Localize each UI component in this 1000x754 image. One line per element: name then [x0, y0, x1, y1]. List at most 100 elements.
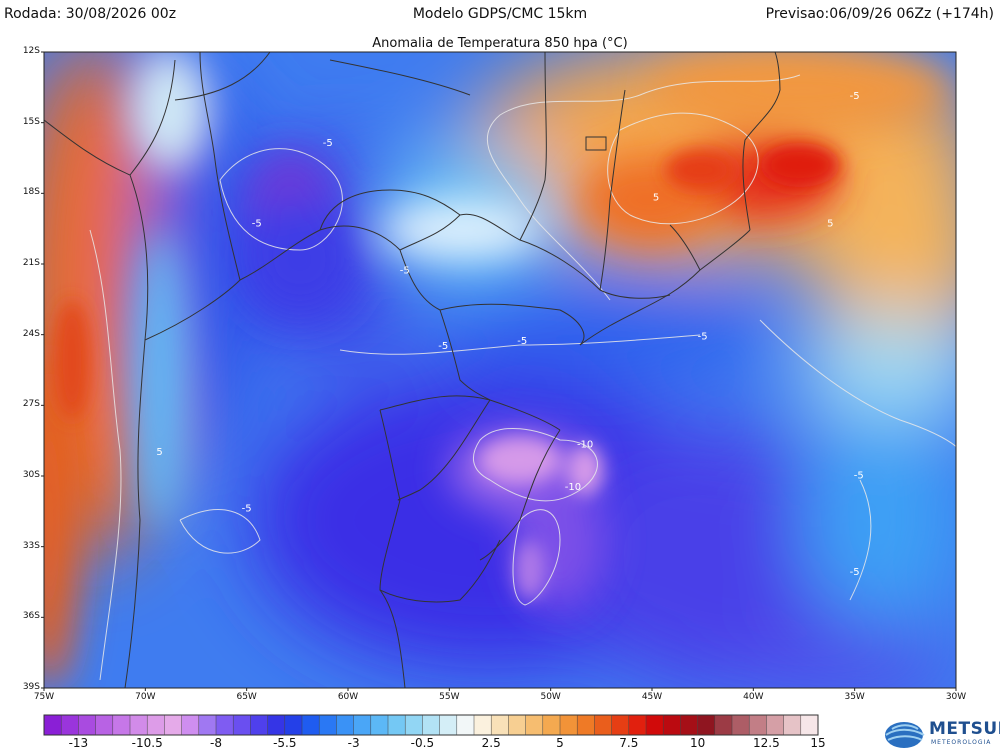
colorbar-swatch: [474, 715, 492, 735]
latitude-tick-label: 24S: [22, 328, 40, 339]
contour-value-label: -10: [577, 440, 593, 451]
contour-lines: [89, 74, 956, 681]
colorbar-tick-label: 12.5: [753, 736, 780, 750]
contour-value-label: -5: [252, 218, 262, 229]
colorbar-swatch: [646, 715, 664, 735]
latitude-tick-label: 39S: [22, 682, 40, 692]
longitude-tick-label: 55W: [439, 692, 460, 702]
colorbar-swatch: [95, 715, 114, 735]
contour-value-label: 5: [156, 447, 162, 458]
colorbar-swatch: [439, 715, 458, 735]
colorbar-swatch: [697, 715, 716, 735]
colorbar-tick-label: -0.5: [410, 736, 435, 750]
colorbar-swatch: [680, 715, 698, 735]
colorbar: [43, 714, 819, 736]
colorbar-swatch: [319, 715, 337, 735]
colorbar-swatch: [491, 715, 509, 735]
colorbar-swatch: [525, 715, 544, 735]
logo-subtitle: METEOROLOGIA: [931, 739, 992, 746]
colorbar-tick-label: -8: [210, 736, 222, 750]
colorbar-swatch: [336, 715, 354, 735]
colorbar-swatch: [422, 715, 440, 735]
colorbar-swatch: [560, 715, 578, 735]
colorbar-tick-label: 5: [556, 736, 564, 750]
colorbar-swatch: [112, 715, 131, 735]
contour-value-label: 5: [653, 192, 659, 203]
contour-value-label: -5: [438, 341, 448, 352]
metsul-logo: METSUL METEOROLOGIA: [882, 718, 1000, 750]
colorbar-swatch: [663, 715, 681, 735]
colorbar-swatch: [714, 715, 733, 735]
colorbar-swatch: [164, 715, 182, 735]
contour-value-label: 5: [827, 218, 833, 229]
latitude-tick-label: 33S: [22, 540, 40, 551]
colorbar-swatch: [542, 715, 561, 735]
longitude-tick-label: 70W: [135, 692, 156, 702]
globe-icon: [885, 722, 925, 748]
colorbar-swatch: [766, 715, 784, 735]
contour-value-label: -5: [517, 336, 527, 347]
colorbar-swatch: [388, 715, 406, 735]
contour-value-label: -10: [565, 482, 581, 493]
plot-frame: [43, 51, 957, 689]
longitude-tick-label: 65W: [236, 692, 257, 702]
colorbar-swatch: [800, 715, 819, 735]
colorbar-swatch: [267, 715, 286, 735]
political-borders: [44, 52, 781, 688]
latitude-tick-label: 30S: [22, 470, 40, 480]
colorbar-swatch: [783, 715, 802, 735]
longitude-tick-label: 50W: [540, 692, 561, 702]
colorbar-swatch: [405, 715, 423, 735]
latitude-tick-label: 36S: [22, 611, 40, 622]
latitude-tick-label: 12S: [22, 46, 40, 56]
colorbar-swatch: [61, 715, 79, 735]
colorbar-swatch: [749, 715, 767, 735]
longitude-tick-label: 45W: [641, 692, 663, 702]
colorbar-tick-label: 15: [810, 736, 826, 750]
latitude-tick-label: 27S: [22, 399, 40, 410]
colorbar-swatch: [594, 715, 612, 735]
contour-value-label: -5: [850, 567, 860, 578]
colorbar-swatch: [456, 715, 475, 735]
colorbar-frame: [43, 714, 819, 736]
colorbar-tick-label: -13: [68, 736, 89, 750]
model-name-label: Modelo GDPS/CMC 15km: [412, 6, 588, 22]
latitude-tick-label: 21S: [22, 258, 40, 268]
contour-value-label: -5: [698, 331, 708, 342]
contour-value-label: -5: [850, 91, 860, 102]
forecast-time-label: Previsao:06/09/26 06Zz (+174h): [765, 6, 994, 22]
temperature-anomaly-field: [44, 52, 956, 688]
colorbar-swatch: [370, 715, 389, 735]
colorbar-swatch: [508, 715, 526, 735]
latitude-tick-label: 18S: [22, 187, 40, 198]
contour-value-label: -5: [323, 138, 333, 149]
colorbar-swatch: [250, 715, 268, 735]
contour-label-layer: -5 5 5 -5 -5 -5 -5 -5 -5 5 -10 -10 -5 -5 -5: [156, 91, 863, 578]
colorbar-swatch: [284, 715, 303, 735]
logo-name: METSUL: [929, 719, 1000, 739]
colorbar-swatch: [611, 715, 630, 735]
colorbar-swatch: [216, 715, 234, 735]
colorbar-swatch: [198, 715, 217, 735]
colorbar-swatch: [233, 715, 251, 735]
longitude-tick-label: 60W: [337, 692, 359, 702]
colorbar-swatch: [302, 715, 320, 735]
contour-value-label: -5: [400, 265, 410, 276]
colorbar-swatch: [353, 715, 372, 735]
longitude-tick-label: 75W: [33, 692, 55, 702]
axis-tick-marks: [41, 51, 957, 691]
colorbar-tick-label: 7.5: [619, 736, 639, 750]
colorbar-swatch: [130, 715, 148, 735]
colorbar-tick-label: 10: [689, 736, 706, 750]
longitude-tick-label: 35W: [844, 692, 865, 702]
colorbar-swatch: [181, 715, 200, 735]
colorbar-swatch: [732, 715, 750, 735]
colorbar-swatch: [577, 715, 595, 735]
latitude-tick-label: 15S: [22, 116, 40, 127]
longitude-tick-label: 30W: [945, 692, 967, 702]
colorbar-swatch: [628, 715, 647, 735]
colorbar-swatch: [44, 715, 62, 735]
colorbar-tick-label: -5.5: [273, 736, 297, 750]
contour-value-label: -5: [854, 470, 864, 481]
